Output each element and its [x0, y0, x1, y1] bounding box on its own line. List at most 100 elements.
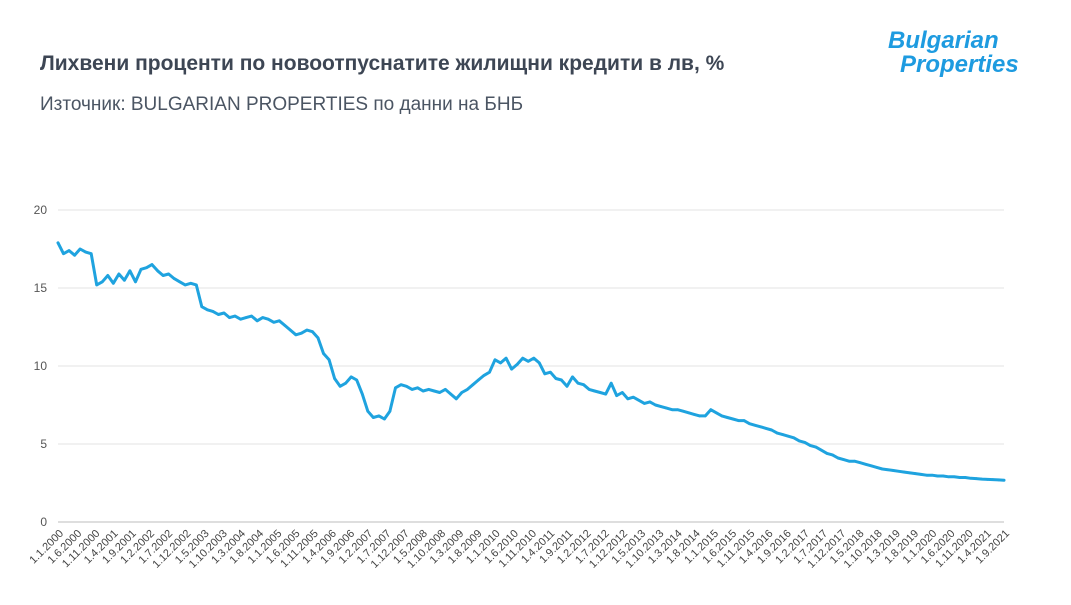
data-point: [858, 461, 862, 465]
logo-line-2: Properties: [900, 51, 1019, 78]
data-point: [311, 330, 314, 334]
data-point: [986, 478, 989, 481]
data-point: [560, 378, 563, 382]
y-tick-label: 15: [34, 281, 48, 295]
data-point: [554, 377, 558, 380]
data-point: [897, 470, 901, 473]
data-point: [593, 389, 596, 393]
data-point: [239, 317, 242, 321]
data-point: [421, 389, 425, 393]
data-point: [510, 367, 513, 371]
data-point: [67, 249, 71, 252]
data-point: [183, 283, 187, 287]
data-point: [764, 427, 768, 430]
data-point: [847, 459, 851, 463]
data-point: [626, 397, 630, 401]
data-point: [565, 385, 569, 388]
data-point: [704, 414, 707, 418]
data-point: [692, 413, 696, 416]
data-point: [643, 402, 646, 405]
data-point: [62, 252, 65, 255]
data-point: [903, 470, 906, 474]
data-point: [84, 250, 87, 254]
data-point: [233, 314, 237, 318]
data-point: [842, 458, 845, 461]
logo-line-1: Bulgarian: [888, 27, 999, 54]
data-point: [372, 416, 375, 419]
data-point: [925, 473, 928, 477]
data-point: [289, 328, 292, 332]
data-point: [709, 408, 713, 412]
data-point: [112, 282, 115, 285]
data-point: [936, 474, 939, 478]
data-point: [875, 466, 879, 469]
data-point: [543, 372, 547, 376]
data-point: [958, 476, 961, 479]
data-point: [632, 395, 635, 399]
data-point: [477, 378, 480, 382]
chart-subtitle: Източник: BULGARIAN PROPERTIES по данни …: [40, 94, 524, 115]
data-point: [892, 469, 895, 472]
data-point: [89, 252, 93, 255]
data-point: [460, 391, 464, 394]
data-point: [1002, 478, 1006, 482]
data-point: [206, 308, 209, 312]
data-point: [698, 414, 701, 418]
data-point: [305, 328, 309, 332]
data-point: [975, 477, 978, 480]
data-point: [499, 361, 502, 365]
data-point: [471, 383, 475, 387]
data-point: [416, 386, 419, 390]
data-point: [101, 280, 104, 284]
data-point: [123, 278, 126, 282]
data-point: [941, 474, 945, 478]
data-point: [980, 477, 984, 481]
data-point: [914, 472, 917, 475]
data-point: [549, 370, 552, 374]
data-point: [266, 317, 270, 321]
data-point: [781, 433, 784, 436]
data-point: [952, 475, 956, 479]
data-point: [720, 414, 724, 418]
data-point: [621, 391, 624, 394]
data-point: [681, 409, 685, 413]
data-point: [211, 310, 215, 313]
data-point: [322, 352, 325, 355]
data-point: [56, 241, 60, 245]
data-point: [327, 358, 331, 362]
series-layer: [56, 241, 1006, 482]
data-point: [587, 388, 591, 391]
data-point: [853, 459, 856, 463]
data-point: [869, 464, 873, 468]
y-tick-label: 0: [40, 515, 47, 529]
data-point: [244, 316, 248, 319]
data-point: [814, 445, 818, 449]
data-point: [95, 283, 98, 287]
data-point: [786, 434, 790, 438]
data-point: [919, 473, 923, 476]
data-point: [150, 263, 154, 266]
data-point: [410, 388, 414, 391]
series-line: [56, 241, 1006, 482]
data-point: [294, 333, 298, 337]
data-point: [598, 391, 602, 394]
data-point: [715, 411, 718, 415]
data-point: [803, 441, 807, 444]
data-point: [820, 448, 823, 452]
data-point: [515, 363, 519, 366]
data-point: [648, 400, 652, 404]
data-point: [532, 356, 536, 360]
data-point: [908, 471, 912, 475]
data-point: [283, 324, 287, 327]
data-point: [737, 419, 740, 422]
data-point: [134, 280, 137, 284]
data-point: [742, 419, 746, 422]
data-point: [571, 375, 574, 379]
data-point: [731, 417, 735, 421]
data-point: [394, 386, 397, 390]
data-point: [217, 313, 220, 316]
data-point: [792, 436, 796, 440]
y-tick-label: 5: [40, 437, 47, 451]
data-point: [947, 475, 950, 479]
data-point: [775, 431, 779, 435]
